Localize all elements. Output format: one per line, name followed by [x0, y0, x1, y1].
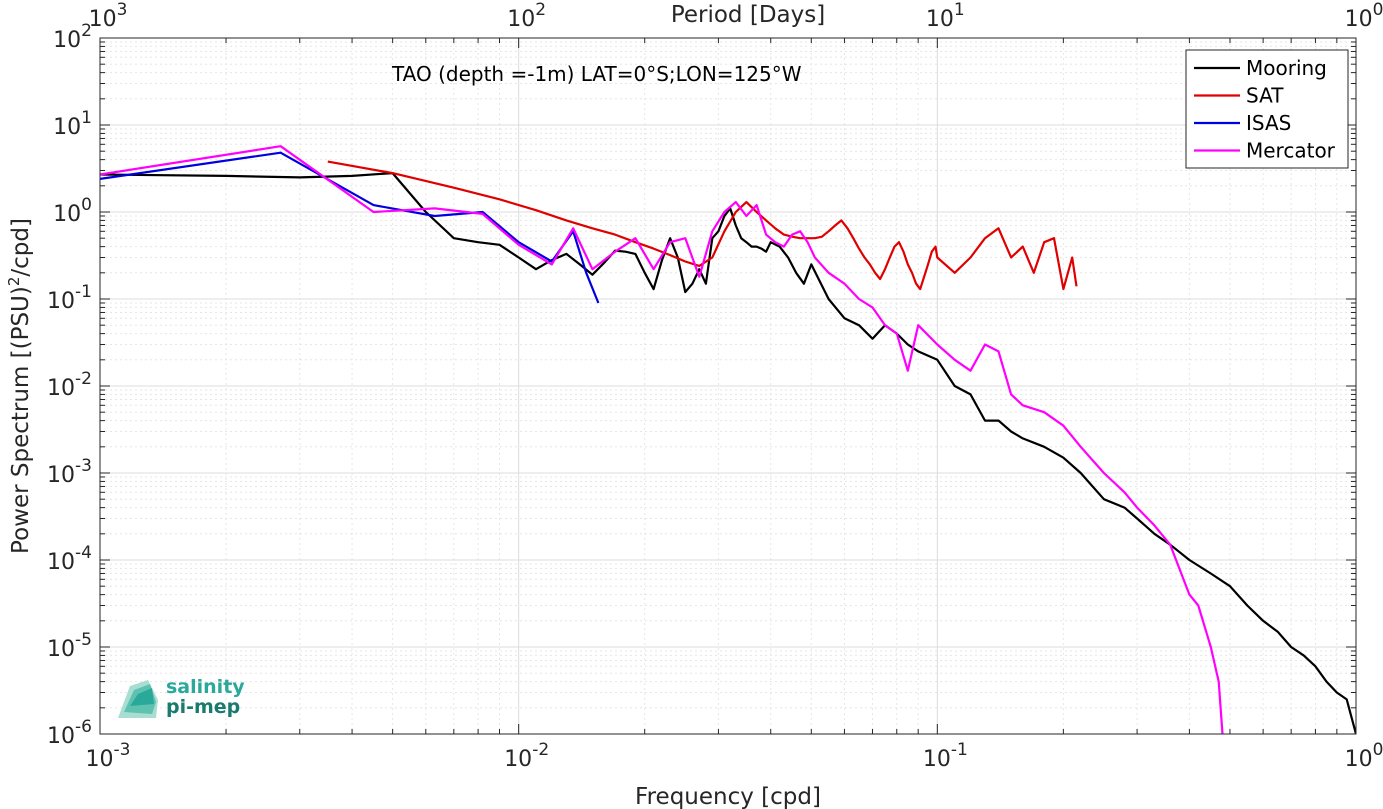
logo-mark-top [130, 688, 154, 706]
top-x-tick-label: 100 [1345, 0, 1383, 32]
top-x-tick-label: 103 [89, 0, 128, 32]
y-tick-label: 10-5 [47, 630, 92, 662]
x-tick-label: 100 [1345, 740, 1383, 772]
y-tick-label: 10-1 [47, 282, 92, 314]
legend-label: ISAS [1246, 111, 1291, 135]
top-axis-label: Period [Days] [671, 2, 825, 28]
legend-label: Mooring [1246, 56, 1327, 80]
plot-annotation: TAO (depth =-1m) LAT=0°S;LON=125°W [391, 62, 802, 86]
x-tick-label: 10-1 [923, 740, 968, 772]
legend-label: SAT [1246, 84, 1284, 108]
y-tick-label: 100 [53, 195, 92, 227]
x-tick-label: 10-3 [86, 740, 131, 772]
tick-marks [99, 37, 1357, 735]
logo-text-pi-mep: pi-mep [166, 696, 240, 718]
legend-label: Mercator [1246, 139, 1336, 163]
grid-minor [100, 38, 1356, 734]
y-axis-label: Power Spectrum [(PSU)2/cpd] [5, 218, 34, 554]
series-line-sat [327, 160, 1078, 291]
y-tick-label: 10-3 [47, 456, 92, 488]
x-tick-label: 10-2 [504, 740, 549, 772]
legend-box [1185, 49, 1349, 169]
y-tick-label: 101 [53, 108, 92, 140]
y-tick-label: 10-4 [47, 543, 92, 575]
logo-text-salinity: salinity [166, 676, 245, 698]
series-line-mercator [100, 145, 1224, 734]
salinity-pi-mep-logo: salinity pi-mep [118, 676, 245, 718]
series-layer [100, 145, 1356, 734]
top-x-tick-label: 102 [507, 0, 546, 32]
y-tick-label: 102 [53, 21, 92, 53]
top-x-tick-label: 101 [926, 0, 965, 32]
legend: Mooring SAT ISAS Mercator [1185, 49, 1349, 169]
y-tick-label: 10-2 [47, 369, 92, 401]
x-axis-label: Frequency [cpd] [635, 784, 821, 809]
y-tick-label: 10-6 [47, 717, 92, 749]
